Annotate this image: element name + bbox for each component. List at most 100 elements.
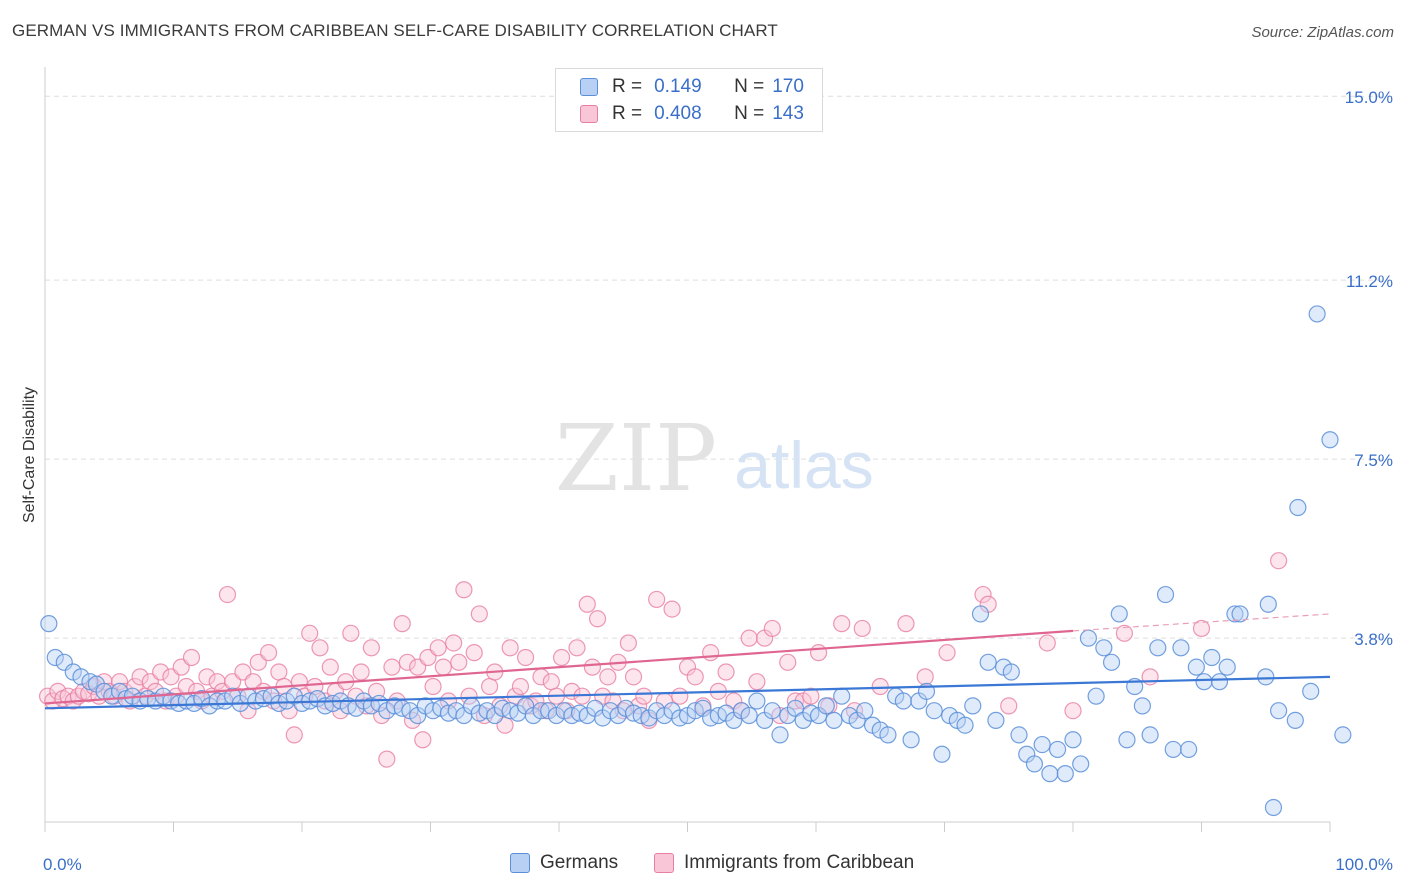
germans-point: [1286, 711, 1304, 729]
caribbean-point: [568, 639, 586, 657]
caribbean-point: [522, 697, 540, 715]
caribbean-point: [779, 653, 797, 671]
germans-point: [1118, 731, 1136, 749]
bottom-legend-germans: Germans: [510, 852, 618, 874]
germans-point: [925, 702, 943, 720]
caribbean-point: [663, 600, 681, 618]
caribbean-point: [1115, 624, 1134, 642]
legend-row-germans: R = 0.149 N = 170: [580, 75, 804, 99]
y-tick-label: 3.8%: [1354, 630, 1393, 649]
germans-point: [1025, 755, 1044, 773]
y-tick-label: 15.0%: [1345, 88, 1393, 107]
germans-point: [825, 711, 843, 729]
bottom-swatch-caribbean: [654, 853, 674, 873]
germans-point: [1056, 765, 1074, 783]
germans-point: [1172, 639, 1190, 657]
bottom-legend-caribbean-label: Immigrants from Caribbean: [684, 852, 915, 873]
germans-point: [1164, 740, 1182, 759]
legend-row-caribbean: R = 0.408 N = 143: [580, 102, 804, 126]
watermark-atlas: atlas: [734, 428, 873, 502]
bottom-legend-caribbean: Immigrants from Caribbean: [654, 852, 914, 874]
watermark: ZIP atlas: [555, 405, 874, 512]
caribbean-point: [285, 726, 303, 744]
caribbean-point: [833, 615, 851, 633]
germans-point: [1334, 726, 1352, 744]
x-tick-label: 0.0%: [43, 855, 82, 874]
germans-point: [1257, 668, 1275, 686]
caribbean-point: [198, 668, 216, 686]
caribbean-point: [470, 605, 488, 623]
caribbean-point: [583, 658, 602, 676]
caribbean-point: [378, 750, 396, 768]
caribbean-point: [802, 687, 820, 705]
caribbean-point: [393, 615, 411, 633]
y-tick-label: 7.5%: [1354, 451, 1393, 470]
caribbean-point: [671, 687, 689, 705]
caribbean-point: [897, 615, 915, 633]
caribbean-point: [352, 663, 370, 681]
germans-point: [1259, 595, 1277, 613]
caribbean-point: [481, 677, 499, 696]
germans-point: [894, 692, 912, 710]
germans-point: [46, 648, 64, 667]
germans-point: [1072, 755, 1090, 773]
x-tick-label: 100.0%: [1335, 855, 1393, 874]
caribbean-point: [542, 673, 560, 691]
germans-point: [1064, 731, 1082, 749]
caribbean-point: [450, 653, 468, 671]
legend-n-label: N =: [734, 76, 765, 97]
caribbean-point: [648, 590, 666, 609]
caribbean-point: [362, 639, 380, 657]
germans-point: [1149, 639, 1167, 657]
caribbean-point: [301, 624, 319, 642]
caribbean-point: [1269, 552, 1288, 570]
legend-n-value: 143: [772, 103, 804, 124]
caribbean-point: [635, 687, 653, 705]
germans-point: [1231, 605, 1249, 623]
caribbean-point: [414, 731, 432, 749]
germans-point: [1180, 740, 1198, 759]
germans-point: [1141, 726, 1159, 744]
germans-point: [1102, 653, 1121, 671]
germans-point: [833, 687, 851, 705]
caribbean-point: [686, 668, 704, 686]
germans-point: [1010, 726, 1028, 744]
germans-point: [1087, 687, 1105, 705]
caribbean-point: [460, 687, 478, 705]
germans-point: [763, 702, 781, 720]
caribbean-point: [624, 668, 643, 686]
caribbean-point: [403, 711, 422, 729]
caribbean-point: [614, 702, 632, 720]
grid-lines: [45, 95, 1390, 639]
caribbean-point: [152, 663, 170, 681]
trend-lines: [44, 613, 1331, 710]
legend-r-value: 0.408: [654, 103, 702, 124]
caribbean-point: [455, 581, 473, 599]
germans-point: [1302, 682, 1320, 700]
germans-point: [1033, 735, 1051, 754]
caribbean-point: [871, 677, 889, 696]
germans-point: [956, 716, 974, 734]
germans-point: [1110, 605, 1128, 623]
caribbean-point: [763, 619, 781, 638]
legend-r-value: 0.149: [654, 76, 702, 97]
legend-swatch-caribbean: [580, 105, 598, 123]
caribbean-point: [938, 644, 956, 662]
y-axis-label: Self-Care Disability: [21, 386, 38, 524]
caribbean-trend-extension: [1072, 613, 1331, 632]
caribbean-point: [853, 619, 871, 638]
caribbean-point: [916, 668, 934, 686]
germans-point: [1210, 673, 1229, 691]
germans-point: [740, 706, 758, 725]
caribbean-point: [501, 639, 519, 657]
caribbean-point: [357, 697, 375, 715]
germans-point: [1226, 605, 1244, 623]
caribbean-point: [511, 677, 530, 696]
germans-point: [1195, 673, 1213, 691]
caribbean-point: [1038, 634, 1056, 652]
caribbean-point: [311, 639, 329, 657]
watermark-zip: ZIP: [555, 405, 717, 512]
bottom-swatch-germans: [510, 853, 530, 873]
y-tick-labels: 3.8% 7.5% 11.2% 15.0%: [1345, 88, 1393, 649]
